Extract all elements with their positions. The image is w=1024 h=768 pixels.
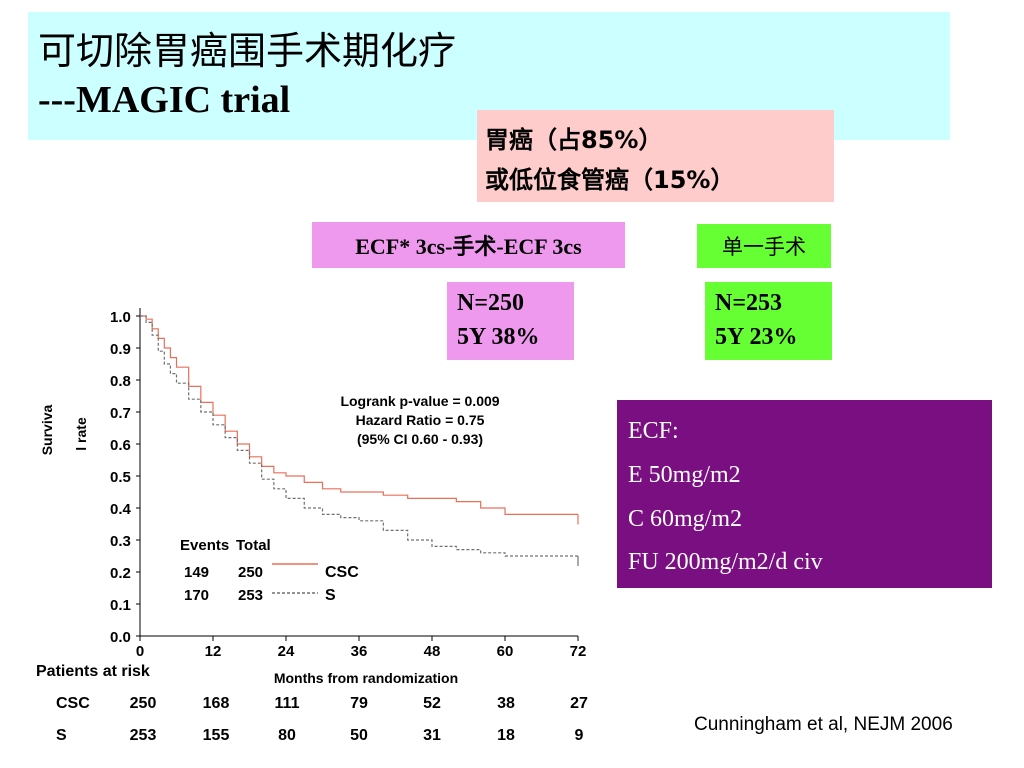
surgery-5y-survival: 5Y 23% (715, 324, 798, 350)
risk-cell: 250 (130, 695, 157, 712)
ecf-5y-survival: 5Y 38% (457, 324, 540, 350)
risk-table-values: 250 168 111 79 52 38 27 253 155 80 50 31 18 9 (130, 695, 588, 744)
regimen-line: C 60mg/m2 (628, 506, 743, 532)
ecf-n: N=250 (457, 290, 525, 316)
risk-cell: 79 (350, 695, 368, 712)
risk-cell: 111 (275, 695, 300, 712)
y-axis-label-line-2: l rate (73, 417, 89, 451)
population-line-1: 胃癌（占85%） (485, 126, 663, 154)
surgery-arm-outcome: N=253 5Y 23% (705, 282, 832, 360)
y-tick-label: 0.3 (110, 533, 131, 550)
y-tick-label: 0.9 (110, 341, 131, 358)
risk-table: Patients at risk CSC S 250 168 111 79 52 38 27… (36, 663, 588, 744)
regimen-box: ECF: E 50mg/m2 C 60mg/m2 FU 200mg/m2/d c… (617, 400, 992, 588)
population-box: 胃癌（占85%） 或低位食管癌（15%） (477, 110, 834, 202)
title-line-1: 可切除胃癌围手术期化疗 (38, 29, 457, 73)
risk-row-label-s: S (56, 727, 67, 744)
regimen-line: ECF: (628, 418, 679, 444)
risk-table-header: Patients at risk (36, 663, 150, 680)
x-tick-label: 48 (424, 643, 441, 660)
risk-cell: 18 (497, 727, 515, 744)
x-tick-label: 12 (205, 643, 222, 660)
risk-cell: 31 (423, 727, 441, 744)
x-tick-label: 24 (278, 643, 295, 660)
y-axis-label-line-1: Surviva (39, 404, 55, 455)
legend-s-total: 253 (238, 587, 263, 604)
surgery-arm-label: 单一手术 (697, 224, 831, 268)
y-tick-label: 0.0 (110, 629, 131, 646)
y-tick-label: 0.7 (110, 405, 131, 422)
title-line-2: ---MAGIC trial (38, 79, 291, 121)
surgery-n: N=253 (715, 290, 783, 316)
y-ticks: 0.0 0.1 0.2 0.3 0.4 0.5 0.6 0.7 0.8 0.9 1.0 (110, 309, 140, 646)
risk-cell: 50 (350, 727, 368, 744)
legend-header-events: Events (180, 537, 229, 554)
y-tick-label: 0.1 (110, 597, 131, 614)
risk-row-label-csc: CSC (56, 695, 90, 712)
ci-annotation: (95% CI 0.60 - 0.93) (357, 431, 483, 447)
y-tick-label: 0.4 (110, 501, 132, 518)
risk-cell: 168 (203, 695, 230, 712)
risk-cell: 38 (497, 695, 515, 712)
y-tick-label: 0.6 (110, 437, 131, 454)
risk-cell: 9 (575, 727, 584, 744)
risk-cell: 253 (130, 727, 157, 744)
x-axis-label: Months from randomization (274, 670, 458, 686)
legend-csc-events: 149 (184, 564, 209, 581)
logrank-annotation: Logrank p-value = 0.009 (340, 393, 499, 409)
legend-header-total: Total (236, 537, 271, 554)
risk-cell: 80 (278, 727, 296, 744)
regimen-line: E 50mg/m2 (628, 462, 741, 488)
y-tick-label: 0.5 (110, 469, 131, 486)
ecf-arm-outcome: N=250 5Y 38% (447, 282, 574, 360)
survival-curves (140, 315, 579, 566)
x-tick-label: 0 (136, 643, 144, 660)
survival-curve-csc (140, 315, 578, 515)
x-tick-label: 60 (497, 643, 514, 660)
legend-csc-total: 250 (238, 564, 263, 581)
chart-legend: Events Total 149 250 CSC 170 253 S (180, 537, 359, 604)
y-tick-label: 0.8 (110, 373, 131, 390)
regimen-line: FU 200mg/m2/d civ (628, 549, 823, 575)
x-ticks: 0 12 24 36 48 60 72 (136, 636, 587, 660)
legend-s-name: S (325, 587, 336, 604)
x-tick-label: 72 (570, 643, 587, 660)
citation: Cunningham et al, NEJM 2006 (694, 714, 953, 735)
y-tick-label: 0.2 (110, 565, 131, 582)
x-tick-label: 36 (351, 643, 368, 660)
ecf-arm-label: ECF* 3cs-手术-ECF 3cs (312, 222, 625, 268)
survival-curve-s (140, 315, 578, 557)
risk-cell: 27 (570, 695, 588, 712)
legend-csc-name: CSC (325, 564, 359, 581)
risk-cell: 52 (423, 695, 441, 712)
population-line-2: 或低位食管癌（15%） (485, 166, 735, 194)
risk-cell: 155 (203, 727, 230, 744)
y-tick-label: 1.0 (110, 309, 131, 326)
hazard-ratio-annotation: Hazard Ratio = 0.75 (356, 412, 485, 428)
legend-s-events: 170 (184, 587, 209, 604)
